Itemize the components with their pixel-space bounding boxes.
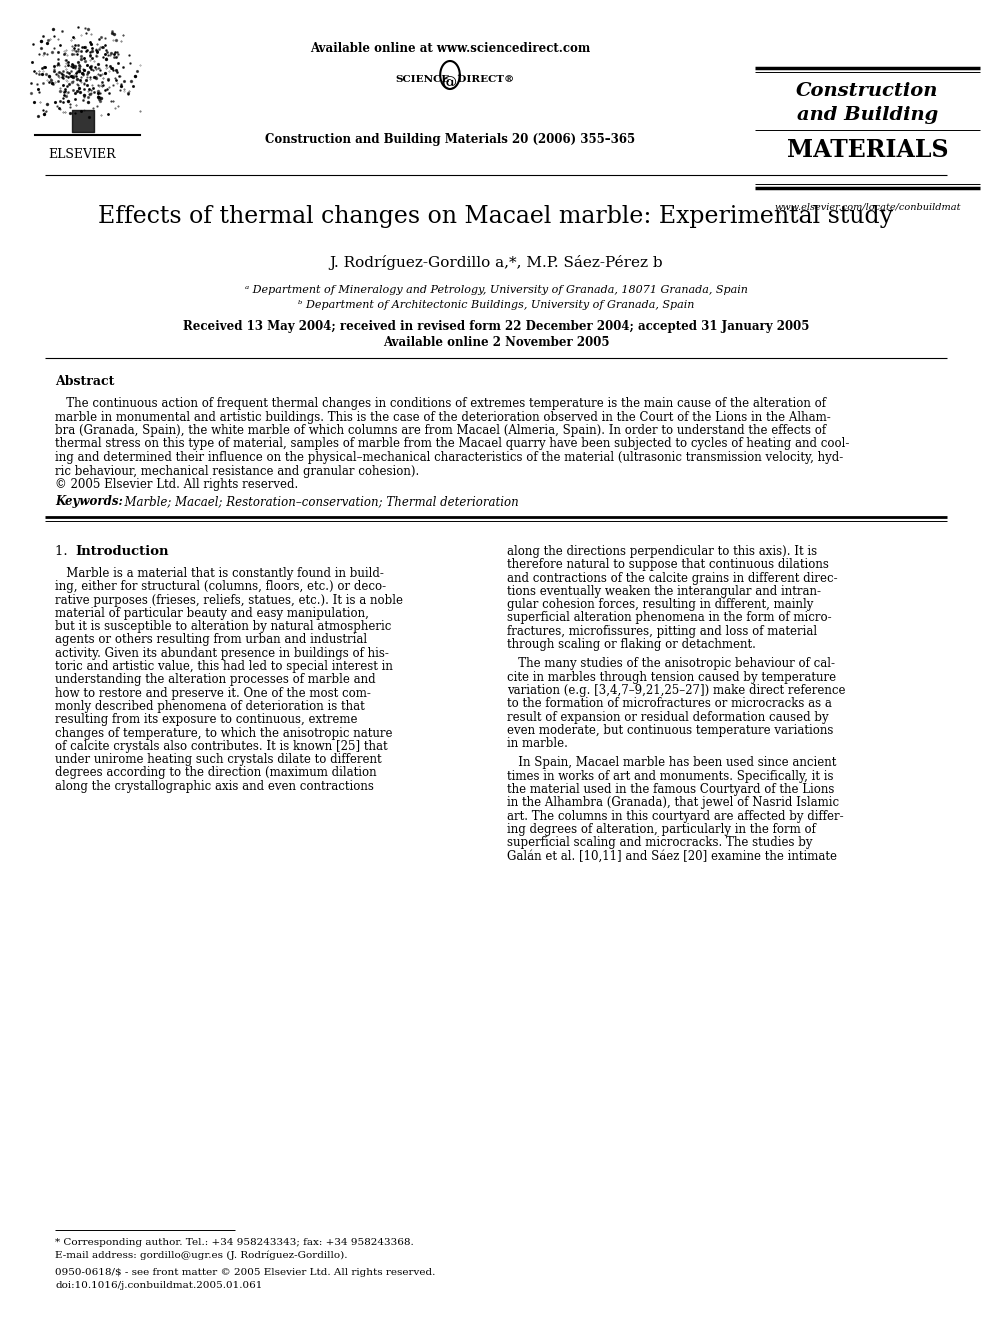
Text: activity. Given its abundant presence in buildings of his-: activity. Given its abundant presence in… [55,647,389,660]
Text: Marble; Macael; Restoration–conservation; Thermal deterioration: Marble; Macael; Restoration–conservation… [117,496,519,508]
Text: Introduction: Introduction [75,545,169,558]
Text: 1.: 1. [55,545,76,558]
Text: along the crystallographic axis and even contractions: along the crystallographic axis and even… [55,779,374,792]
Text: Construction and Building Materials 20 (2006) 355–365: Construction and Building Materials 20 (… [265,134,635,146]
Text: under unirome heating such crystals dilate to different: under unirome heating such crystals dila… [55,753,382,766]
Text: marble in monumental and artistic buildings. This is the case of the deteriorati: marble in monumental and artistic buildi… [55,410,830,423]
Text: therefore natural to suppose that continuous dilations: therefore natural to suppose that contin… [507,558,829,572]
Text: in the Alhambra (Granada), that jewel of Nasrid Islamic: in the Alhambra (Granada), that jewel of… [507,796,839,810]
Text: gular cohesion forces, resulting in different, mainly: gular cohesion forces, resulting in diff… [507,598,813,611]
Text: agents or others resulting from urban and industrial: agents or others resulting from urban an… [55,634,367,647]
Text: changes of temperature, to which the anisotropic nature: changes of temperature, to which the ani… [55,726,393,740]
Text: ing degrees of alteration, particularly in the form of: ing degrees of alteration, particularly … [507,823,815,836]
Text: toric and artistic value, this had led to special interest in: toric and artistic value, this had led t… [55,660,393,673]
Text: Marble is a material that is constantly found in build-: Marble is a material that is constantly … [55,568,384,579]
Text: understanding the alteration processes of marble and: understanding the alteration processes o… [55,673,376,687]
Text: superficial alteration phenomena in the form of micro-: superficial alteration phenomena in the … [507,611,831,624]
Text: In Spain, Macael marble has been used since ancient: In Spain, Macael marble has been used si… [507,757,836,770]
Text: art. The columns in this courtyard are affected by differ-: art. The columns in this courtyard are a… [507,810,843,823]
Text: ing and determined their influence on the physical–mechanical characteristics of: ing and determined their influence on th… [55,451,843,464]
Text: of calcite crystals also contributes. It is known [25] that: of calcite crystals also contributes. It… [55,740,388,753]
Text: degrees according to the direction (maximum dilation: degrees according to the direction (maxi… [55,766,377,779]
Text: variation (e.g. [3,4,7–9,21,25–27]) make direct reference: variation (e.g. [3,4,7–9,21,25–27]) make… [507,684,845,697]
Text: Available online 2 November 2005: Available online 2 November 2005 [383,336,609,349]
Text: SCIENCE: SCIENCE [396,75,450,83]
Text: times in works of art and monuments. Specifically, it is: times in works of art and monuments. Spe… [507,770,833,783]
Text: through scaling or flaking or detachment.: through scaling or flaking or detachment… [507,638,756,651]
Text: ELSEVIER: ELSEVIER [49,148,116,161]
Text: how to restore and preserve it. One of the most com-: how to restore and preserve it. One of t… [55,687,371,700]
Text: * Corresponding author. Tel.: +34 958243343; fax: +34 958243368.: * Corresponding author. Tel.: +34 958243… [55,1238,414,1248]
Text: cite in marbles through tension caused by temperature: cite in marbles through tension caused b… [507,671,836,684]
Text: ᵃ Department of Mineralogy and Petrology, University of Granada, 18071 Granada, : ᵃ Department of Mineralogy and Petrology… [245,284,747,295]
Text: even moderate, but continuous temperature variations: even moderate, but continuous temperatur… [507,724,833,737]
Text: thermal stress on this type of material, samples of marble from the Macael quarr: thermal stress on this type of material,… [55,438,849,451]
Text: DIRECT®: DIRECT® [450,75,514,83]
Text: resulting from its exposure to continuous, extreme: resulting from its exposure to continuou… [55,713,357,726]
Text: © 2005 Elsevier Ltd. All rights reserved.: © 2005 Elsevier Ltd. All rights reserved… [55,478,299,491]
Text: Received 13 May 2004; received in revised form 22 December 2004; accepted 31 Jan: Received 13 May 2004; received in revise… [183,320,809,333]
Bar [22,33,140,138]
Text: and Building: and Building [797,106,938,124]
Text: MATERIALS: MATERIALS [787,138,948,161]
Text: The continuous action of frequent thermal changes in conditions of extremes temp: The continuous action of frequent therma… [55,397,826,410]
Text: material of particular beauty and easy manipulation,: material of particular beauty and easy m… [55,607,369,620]
Text: Construction: Construction [797,82,938,101]
Text: Effects of thermal changes on Macael marble: Experimental study: Effects of thermal changes on Macael mar… [98,205,894,228]
Text: doi:10.1016/j.conbuildmat.2005.01.061: doi:10.1016/j.conbuildmat.2005.01.061 [55,1281,262,1290]
Text: to the formation of microfractures or microcracks as a: to the formation of microfractures or mi… [507,697,832,710]
Text: but it is susceptible to alteration by natural atmospheric: but it is susceptible to alteration by n… [55,620,392,634]
Text: rative purposes (frieses, reliefs, statues, etc.). It is a noble: rative purposes (frieses, reliefs, statu… [55,594,403,607]
Text: 0950-0618/$ - see front matter © 2005 Elsevier Ltd. All rights reserved.: 0950-0618/$ - see front matter © 2005 El… [55,1267,435,1277]
Text: E-mail address: gordillo@ugr.es (J. Rodríguez-Gordillo).: E-mail address: gordillo@ugr.es (J. Rodr… [55,1252,347,1261]
Text: in marble.: in marble. [507,737,567,750]
Text: tions eventually weaken the interangular and intran-: tions eventually weaken the interangular… [507,585,821,598]
Text: monly described phenomena of deterioration is that: monly described phenomena of deteriorati… [55,700,365,713]
Text: @: @ [442,75,457,89]
Text: ing, either for structural (columns, floors, etc.) or deco-: ing, either for structural (columns, flo… [55,581,386,593]
Text: Keywords:: Keywords: [55,496,123,508]
Text: superficial scaling and microcracks. The studies by: superficial scaling and microcracks. The… [507,836,812,849]
Text: ric behaviour, mechanical resistance and granular cohesion).: ric behaviour, mechanical resistance and… [55,464,420,478]
Text: the material used in the famous Courtyard of the Lions: the material used in the famous Courtyar… [507,783,834,796]
Text: fractures, microfissures, pitting and loss of material: fractures, microfissures, pitting and lo… [507,624,817,638]
Text: The many studies of the anisotropic behaviour of cal-: The many studies of the anisotropic beha… [507,658,835,671]
Text: Available online at www.sciencedirect.com: Available online at www.sciencedirect.co… [310,42,590,56]
Text: J. Rodríguez-Gordillo a,*, M.P. Sáez-Pérez b: J. Rodríguez-Gordillo a,*, M.P. Sáez-Pér… [329,255,663,270]
Text: result of expansion or residual deformation caused by: result of expansion or residual deformat… [507,710,828,724]
Text: ᵇ Department of Architectonic Buildings, University of Granada, Spain: ᵇ Department of Architectonic Buildings,… [298,300,694,310]
Text: bra (Granada, Spain), the white marble of which columns are from Macael (Almeria: bra (Granada, Spain), the white marble o… [55,423,826,437]
Text: www.elsevier.com/locate/conbuildmat: www.elsevier.com/locate/conbuildmat [774,202,960,210]
Text: Abstract: Abstract [55,374,114,388]
Text: Galán et al. [10,11] and Sáez [20] examine the intimate: Galán et al. [10,11] and Sáez [20] exami… [507,849,837,863]
Text: and contractions of the calcite grains in different direc-: and contractions of the calcite grains i… [507,572,837,585]
Text: along the directions perpendicular to this axis). It is: along the directions perpendicular to th… [507,545,817,558]
